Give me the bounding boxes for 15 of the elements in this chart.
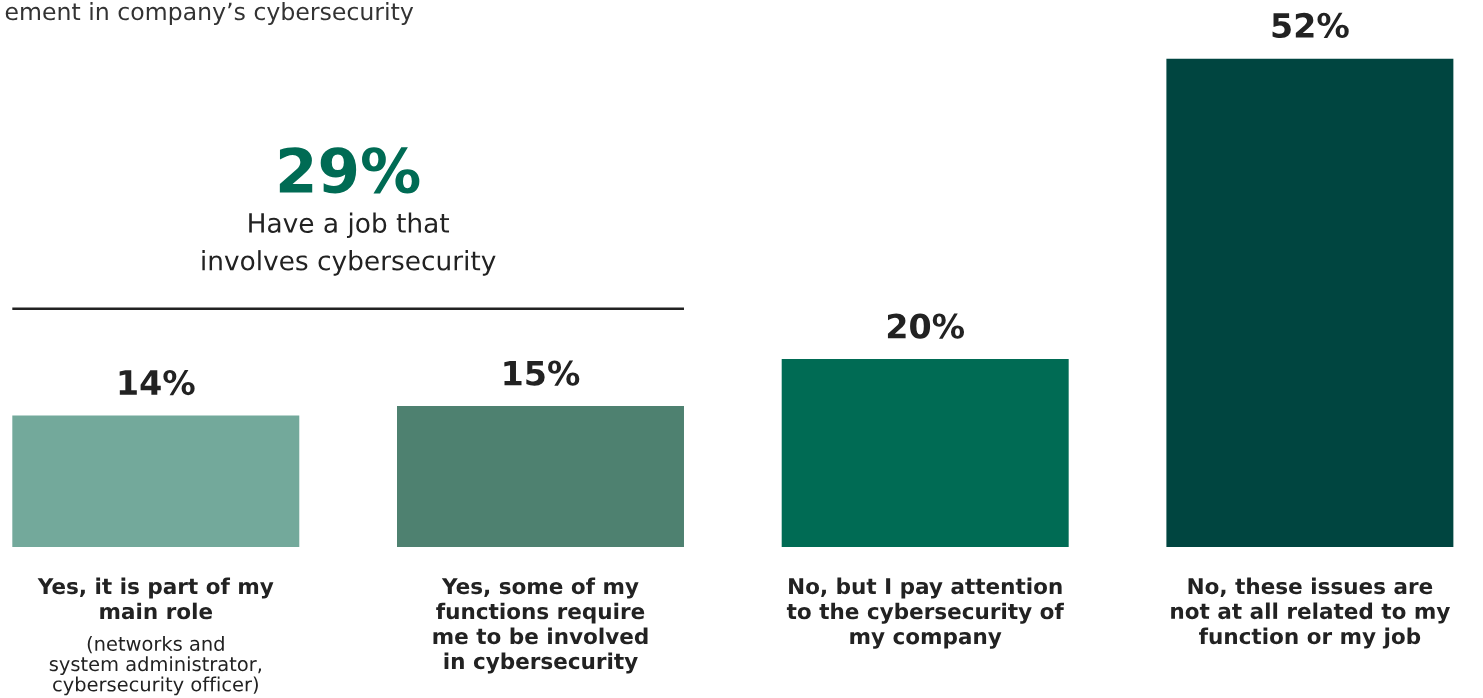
annotation: 29% [279,147,420,194]
chart-title: ement in company’s cybersecurity [5,2,414,25]
annotation: Have a job that involves cybersecurity [202,212,496,276]
data-label: 15% [504,360,580,386]
bar [781,359,1069,548]
x-tick-label: Yes, it is part of my main role (networks and system administrator, cybersecurity officer) [37,577,274,696]
x-tick-label: No, but I pay attention to the cybersecurity of my company [786,577,1064,649]
data-label: 20% [887,313,965,339]
x-tick-label: No, these issues are not at all related to my function or my job [1171,577,1450,649]
x-tick-label: Yes, some of my functions require me to be involved in cybersecurity [433,577,648,674]
data-label: 52% [1272,12,1349,39]
data-label: 14% [119,369,195,396]
bar [1166,58,1454,548]
bar [12,415,300,548]
bar [397,406,684,548]
